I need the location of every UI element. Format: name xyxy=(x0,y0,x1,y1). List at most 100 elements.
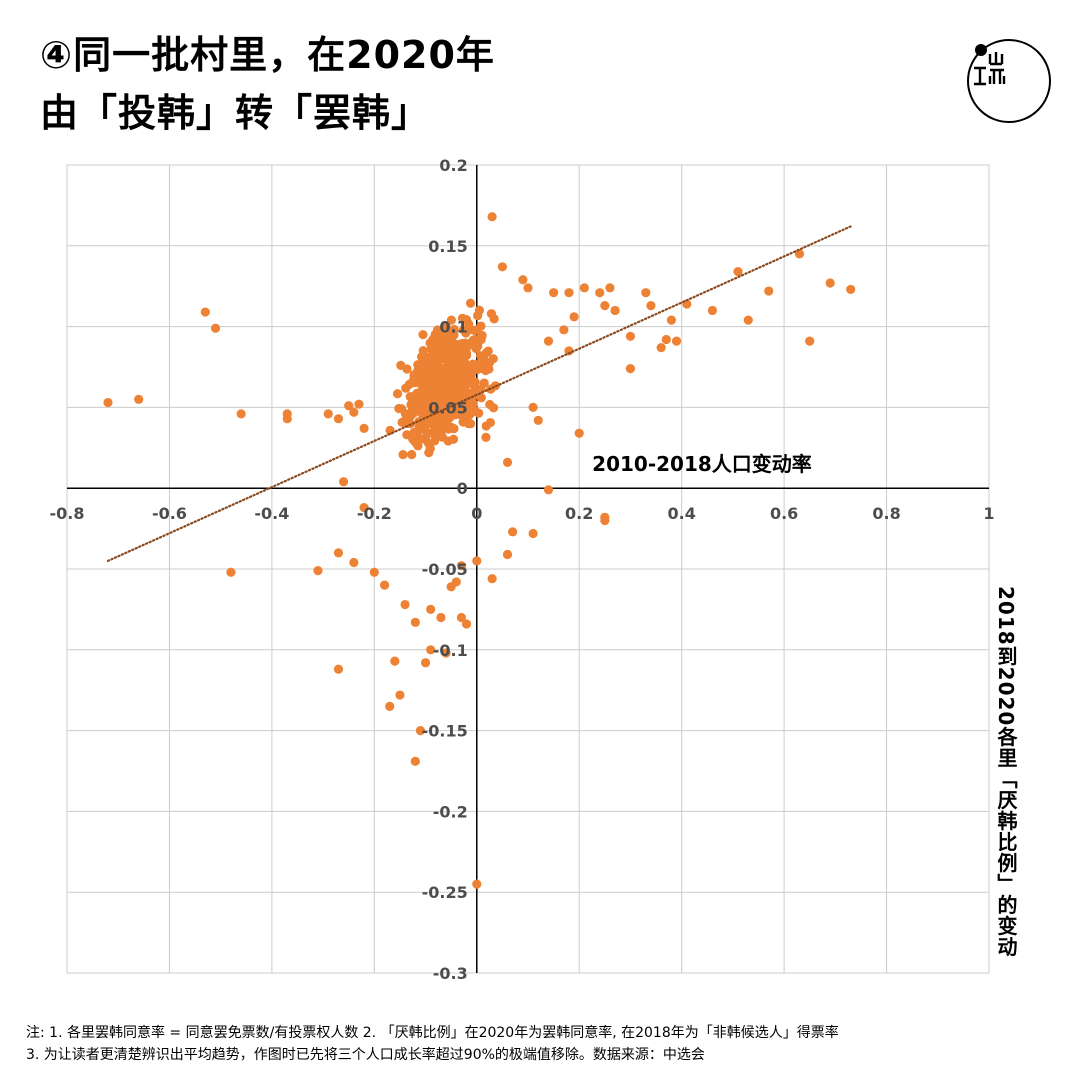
x-tick-label: -0.6 xyxy=(152,504,187,523)
data-point xyxy=(410,756,420,766)
data-point xyxy=(825,278,835,288)
data-point xyxy=(454,381,464,391)
data-point xyxy=(431,424,441,434)
data-point xyxy=(656,343,666,353)
data-point xyxy=(349,557,359,568)
data-point xyxy=(474,336,484,346)
data-point xyxy=(846,284,856,295)
trend-layer xyxy=(106,225,852,563)
data-point xyxy=(502,549,513,560)
data-point xyxy=(543,485,554,495)
y-axis-label: 2018到2020各里「厌韩比例」的变动 xyxy=(994,586,1018,958)
data-point xyxy=(533,415,543,425)
data-point xyxy=(398,449,408,460)
data-point xyxy=(450,410,460,420)
y-tick-label: -0.15 xyxy=(422,722,468,741)
scatter-chart: -0.8 -0.6 -0.4 -0.2 0 0.2 0.4 0.6 0.8 1 0.2 0.15 0.1… xyxy=(50,156,995,983)
title-line-2: 由「投韩」转「罢韩」 xyxy=(40,91,431,135)
data-point xyxy=(485,399,495,410)
title-line-1: ④同一批村里，在2020年 xyxy=(40,33,495,77)
data-point xyxy=(339,477,349,487)
data-point xyxy=(497,262,507,272)
data-point xyxy=(469,325,480,336)
data-point xyxy=(467,407,477,418)
data-point xyxy=(646,300,656,311)
data-point xyxy=(435,392,446,403)
footnote-line-2: 3. 为让读者更清楚辨识出平均趋势，作图时已先将三个人口成长率超过90%的极端值… xyxy=(26,1047,705,1063)
y-tick-label: 0.15 xyxy=(428,237,467,256)
x-tick-label: 0.4 xyxy=(667,504,695,523)
data-point xyxy=(394,403,404,414)
data-point xyxy=(764,286,774,296)
x-tick-label: -0.8 xyxy=(50,504,85,523)
axis-layer xyxy=(67,165,989,973)
data-point xyxy=(392,389,403,399)
data-point xyxy=(625,331,636,341)
data-point xyxy=(451,577,461,587)
page-title: ④同一批村里，在2020年 由「投韩」转「罢韩」 xyxy=(40,26,495,142)
data-point xyxy=(407,449,417,460)
x-tick-label: 0 xyxy=(471,504,482,523)
data-point xyxy=(395,690,405,700)
data-point xyxy=(405,412,415,422)
data-point xyxy=(440,321,450,332)
y-tick-label: -0.2 xyxy=(433,802,468,821)
data-point xyxy=(473,310,483,321)
data-point xyxy=(422,380,433,391)
data-point xyxy=(625,364,636,374)
data-point xyxy=(418,329,428,340)
data-point xyxy=(481,348,491,358)
y-tick-label: -0.1 xyxy=(433,641,468,660)
data-point xyxy=(410,378,420,388)
data-point xyxy=(465,298,476,308)
data-point xyxy=(236,409,246,419)
data-point xyxy=(666,315,677,325)
data-point xyxy=(369,567,379,577)
data-point xyxy=(417,424,427,434)
data-point xyxy=(441,648,451,658)
x-tick-label: 1 xyxy=(983,504,994,523)
data-point xyxy=(390,656,400,666)
data-point xyxy=(443,362,453,372)
data-point xyxy=(743,315,753,325)
data-point xyxy=(466,364,476,374)
data-point xyxy=(333,664,344,674)
tick-layer: -0.8 -0.6 -0.4 -0.2 0 0.2 0.4 0.6 0.8 1 0.2 0.15 0.1… xyxy=(50,156,995,983)
x-tick-label: 0.2 xyxy=(565,504,593,523)
data-point xyxy=(415,726,426,736)
data-point xyxy=(354,399,364,409)
data-point xyxy=(471,343,481,354)
data-point xyxy=(359,502,369,513)
data-point xyxy=(454,363,464,373)
x-tick-label: -0.2 xyxy=(357,504,392,523)
data-point xyxy=(415,407,425,417)
data-point xyxy=(456,612,467,623)
data-point xyxy=(282,414,292,424)
data-point xyxy=(528,528,538,539)
plot-frame xyxy=(66,164,990,974)
data-point xyxy=(323,409,333,419)
data-point xyxy=(456,561,467,571)
data-point xyxy=(400,599,410,610)
data-point xyxy=(134,394,144,404)
y-tick-label: -0.25 xyxy=(422,883,468,902)
data-point xyxy=(472,879,482,889)
data-point xyxy=(473,364,483,374)
data-point xyxy=(549,288,559,298)
data-point xyxy=(448,329,458,339)
data-point xyxy=(210,323,221,333)
data-point xyxy=(528,402,538,412)
y-tick-label: 0 xyxy=(457,479,468,498)
data-point xyxy=(564,346,574,356)
data-point xyxy=(605,283,615,293)
data-point xyxy=(794,249,805,259)
data-point xyxy=(579,283,589,293)
data-point xyxy=(543,336,554,346)
data-point xyxy=(424,448,434,458)
data-point xyxy=(426,645,436,655)
data-point xyxy=(409,427,419,438)
data-point xyxy=(481,358,491,368)
x-tick-label: 0.6 xyxy=(770,504,798,523)
data-point xyxy=(359,423,369,434)
y-tick-label: 0.1 xyxy=(439,318,467,337)
